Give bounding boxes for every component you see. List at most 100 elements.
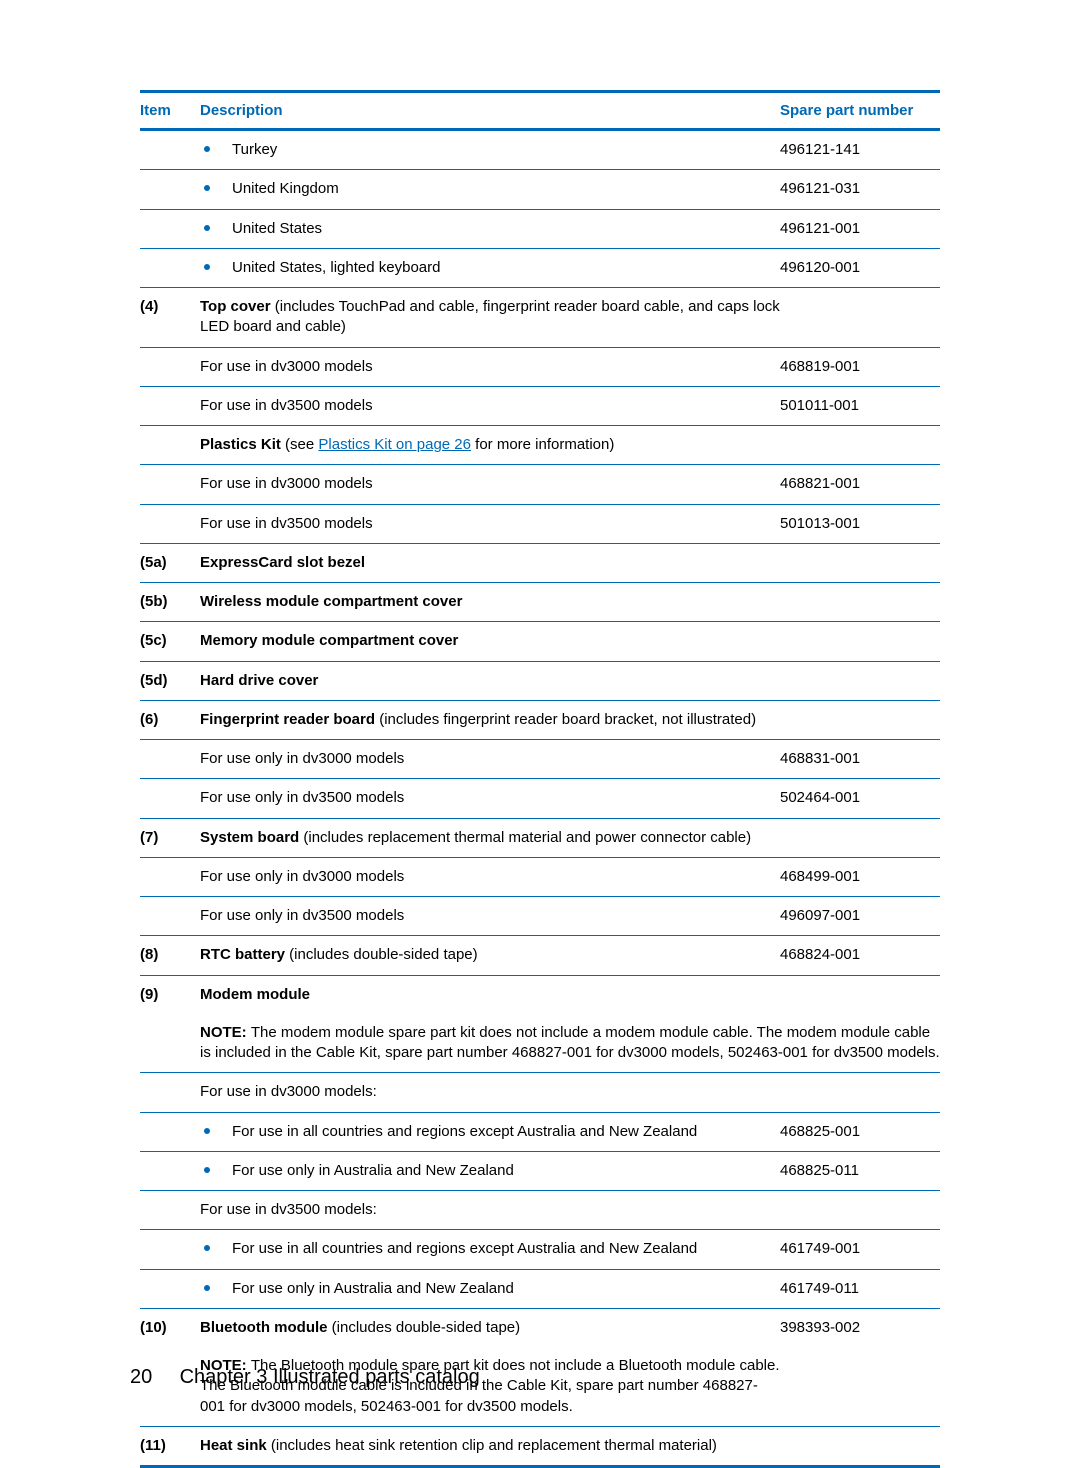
cell-item: (5c)	[140, 622, 200, 661]
cell-item	[140, 130, 200, 170]
table-row: For use in dv3000 models:	[140, 1073, 940, 1112]
cell-part: 468825-001	[780, 1112, 940, 1151]
parts-table: Item Description Spare part number Turke…	[140, 90, 940, 1468]
cell-item	[140, 504, 200, 543]
cell-part: 502464-001	[780, 779, 940, 818]
cell-item	[140, 209, 200, 248]
table-row: For use only in dv3000 models468499-001	[140, 857, 940, 896]
cell-item	[140, 465, 200, 504]
cell-description: For use in dv3000 models:	[200, 1073, 780, 1112]
cell-description: United States	[200, 209, 780, 248]
page-number: 20	[130, 1366, 174, 1389]
link[interactable]: Plastics Kit on page 26	[318, 436, 471, 453]
cell-part: 468499-001	[780, 857, 940, 896]
cell-item	[140, 740, 200, 779]
table-row: For use in dv3500 models:	[140, 1191, 940, 1230]
bullet-icon	[204, 264, 210, 270]
cell-description: For use in dv3000 models	[200, 347, 780, 386]
cell-item	[140, 1014, 200, 1073]
table-row: NOTE: The modem module spare part kit do…	[140, 1014, 940, 1073]
cell-description: Bluetooth module (includes double-sided …	[200, 1308, 780, 1347]
cell-description: For use only in Australia and New Zealan…	[200, 1269, 780, 1308]
cell-item	[140, 1191, 200, 1230]
cell-part: 501011-001	[780, 386, 940, 425]
cell-item	[140, 1151, 200, 1190]
cell-item: (5a)	[140, 543, 200, 582]
cell-part: 468831-001	[780, 740, 940, 779]
bullet-icon	[204, 185, 210, 191]
cell-part	[780, 583, 940, 622]
table-row: (5d)Hard drive cover	[140, 661, 940, 700]
cell-description: For use in dv3500 models	[200, 504, 780, 543]
cell-description: Turkey	[200, 130, 780, 170]
cell-part	[780, 661, 940, 700]
header-part-number: Spare part number	[780, 92, 940, 130]
cell-part: 398393-002	[780, 1308, 940, 1347]
cell-item: (9)	[140, 975, 200, 1014]
table-row: (6)Fingerprint reader board (includes fi…	[140, 700, 940, 739]
cell-part	[780, 288, 940, 348]
table-row: For use in dv3000 models468819-001	[140, 347, 940, 386]
cell-part: 496121-031	[780, 170, 940, 209]
table-row: Turkey496121-141	[140, 130, 940, 170]
bullet-icon	[204, 1245, 210, 1251]
cell-item	[140, 857, 200, 896]
cell-part	[780, 1073, 940, 1112]
cell-item: (5b)	[140, 583, 200, 622]
cell-part	[780, 543, 940, 582]
bullet-icon	[204, 146, 210, 152]
cell-description: For use in dv3500 models:	[200, 1191, 780, 1230]
cell-part: 468824-001	[780, 936, 940, 975]
cell-part	[780, 1426, 940, 1466]
cell-item	[140, 1269, 200, 1308]
cell-description: For use only in dv3500 models	[200, 779, 780, 818]
cell-part: 461749-011	[780, 1269, 940, 1308]
table-row: (11)Heat sink (includes heat sink retent…	[140, 1426, 940, 1466]
cell-part	[780, 426, 940, 465]
table-row: (5c)Memory module compartment cover	[140, 622, 940, 661]
cell-part	[780, 622, 940, 661]
cell-part: 496121-141	[780, 130, 940, 170]
cell-description: ExpressCard slot bezel	[200, 543, 780, 582]
table-row: For use only in Australia and New Zealan…	[140, 1151, 940, 1190]
cell-part	[780, 1191, 940, 1230]
cell-description: Modem module	[200, 975, 780, 1014]
table-header-row: Item Description Spare part number	[140, 92, 940, 130]
cell-item	[140, 170, 200, 209]
cell-description: For use only in dv3000 models	[200, 857, 780, 896]
cell-description: For use in all countries and regions exc…	[200, 1112, 780, 1151]
table-row: For use in all countries and regions exc…	[140, 1230, 940, 1269]
table-row: United States, lighted keyboard496120-00…	[140, 248, 940, 287]
cell-description: For use in dv3000 models	[200, 465, 780, 504]
page-content: Item Description Spare part number Turke…	[0, 0, 1080, 1468]
cell-item: (8)	[140, 936, 200, 975]
table-row: For use only in dv3000 models468831-001	[140, 740, 940, 779]
cell-part	[780, 1347, 940, 1426]
cell-description: United States, lighted keyboard	[200, 248, 780, 287]
cell-item	[140, 426, 200, 465]
cell-description: For use in all countries and regions exc…	[200, 1230, 780, 1269]
cell-part	[780, 975, 940, 1014]
cell-description: Heat sink (includes heat sink retention …	[200, 1426, 780, 1466]
cell-description: Fingerprint reader board (includes finge…	[200, 700, 780, 739]
table-row: For use only in dv3500 models496097-001	[140, 897, 940, 936]
cell-item	[140, 779, 200, 818]
cell-item	[140, 386, 200, 425]
cell-description: Plastics Kit (see Plastics Kit on page 2…	[200, 426, 780, 465]
cell-item: (5d)	[140, 661, 200, 700]
cell-description: RTC battery (includes double-sided tape)	[200, 936, 780, 975]
cell-part	[780, 818, 940, 857]
table-row: Plastics Kit (see Plastics Kit on page 2…	[140, 426, 940, 465]
cell-item: (11)	[140, 1426, 200, 1466]
cell-description: United Kingdom	[200, 170, 780, 209]
table-row: (4)Top cover (includes TouchPad and cabl…	[140, 288, 940, 348]
table-row: (7)System board (includes replacement th…	[140, 818, 940, 857]
cell-part: 496120-001	[780, 248, 940, 287]
table-row: (10)Bluetooth module (includes double-si…	[140, 1308, 940, 1347]
cell-item	[140, 248, 200, 287]
cell-description: For use only in dv3000 models	[200, 740, 780, 779]
cell-description: For use only in Australia and New Zealan…	[200, 1151, 780, 1190]
header-item: Item	[140, 92, 200, 130]
cell-description: For use only in dv3500 models	[200, 897, 780, 936]
page-footer: 20 Chapter 3 Illustrated parts catalog	[130, 1366, 480, 1389]
